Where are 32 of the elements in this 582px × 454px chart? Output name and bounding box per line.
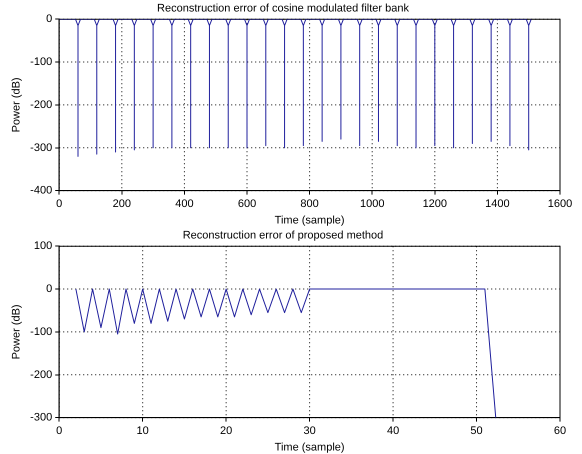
y-tick-label: -200	[30, 98, 52, 111]
y-tick-label: -200	[30, 368, 52, 381]
y-tick-label: -300	[30, 142, 52, 154]
y-tick-label: -300	[30, 412, 52, 424]
x-tick-label: 30	[303, 425, 316, 438]
x-tick-label: 0	[56, 198, 62, 210]
x-tick-label: 50	[470, 425, 483, 438]
x-tick-label: 0	[56, 425, 62, 438]
x-tick-label: 400	[175, 198, 194, 210]
chart-title: Reconstruction error of proposed method	[182, 230, 384, 242]
x-tick-label: 200	[112, 198, 131, 210]
x-tick-label: 1000	[360, 198, 384, 210]
y-tick-label: -400	[30, 184, 52, 197]
y-tick-label: -100	[30, 326, 52, 338]
y-tick-label: -100	[30, 56, 52, 68]
x-tick-label: 10	[136, 425, 149, 438]
x-tick-label: 1400	[485, 198, 510, 210]
y-axis-title: Power (dB)	[10, 304, 23, 360]
x-tick-label: 600	[238, 198, 256, 210]
x-tick-label: 1200	[422, 198, 448, 210]
x-axis-title: Time (sample)	[274, 441, 345, 454]
x-tick-label: 800	[300, 198, 319, 210]
chart-title: Reconstruction error of cosine modulated filter bank	[157, 2, 410, 15]
x-tick-label: 60	[554, 425, 566, 438]
x-tick-label: 1600	[548, 198, 572, 210]
x-axis-title: Time (sample)	[274, 214, 345, 226]
y-axis-title: Power (dB)	[10, 77, 23, 132]
x-tick-label: 20	[220, 425, 232, 438]
y-tick-label: 0	[46, 13, 52, 26]
x-tick-label: 40	[386, 425, 400, 438]
y-tick-label: 0	[46, 283, 52, 296]
y-tick-label: 100	[34, 240, 52, 252]
